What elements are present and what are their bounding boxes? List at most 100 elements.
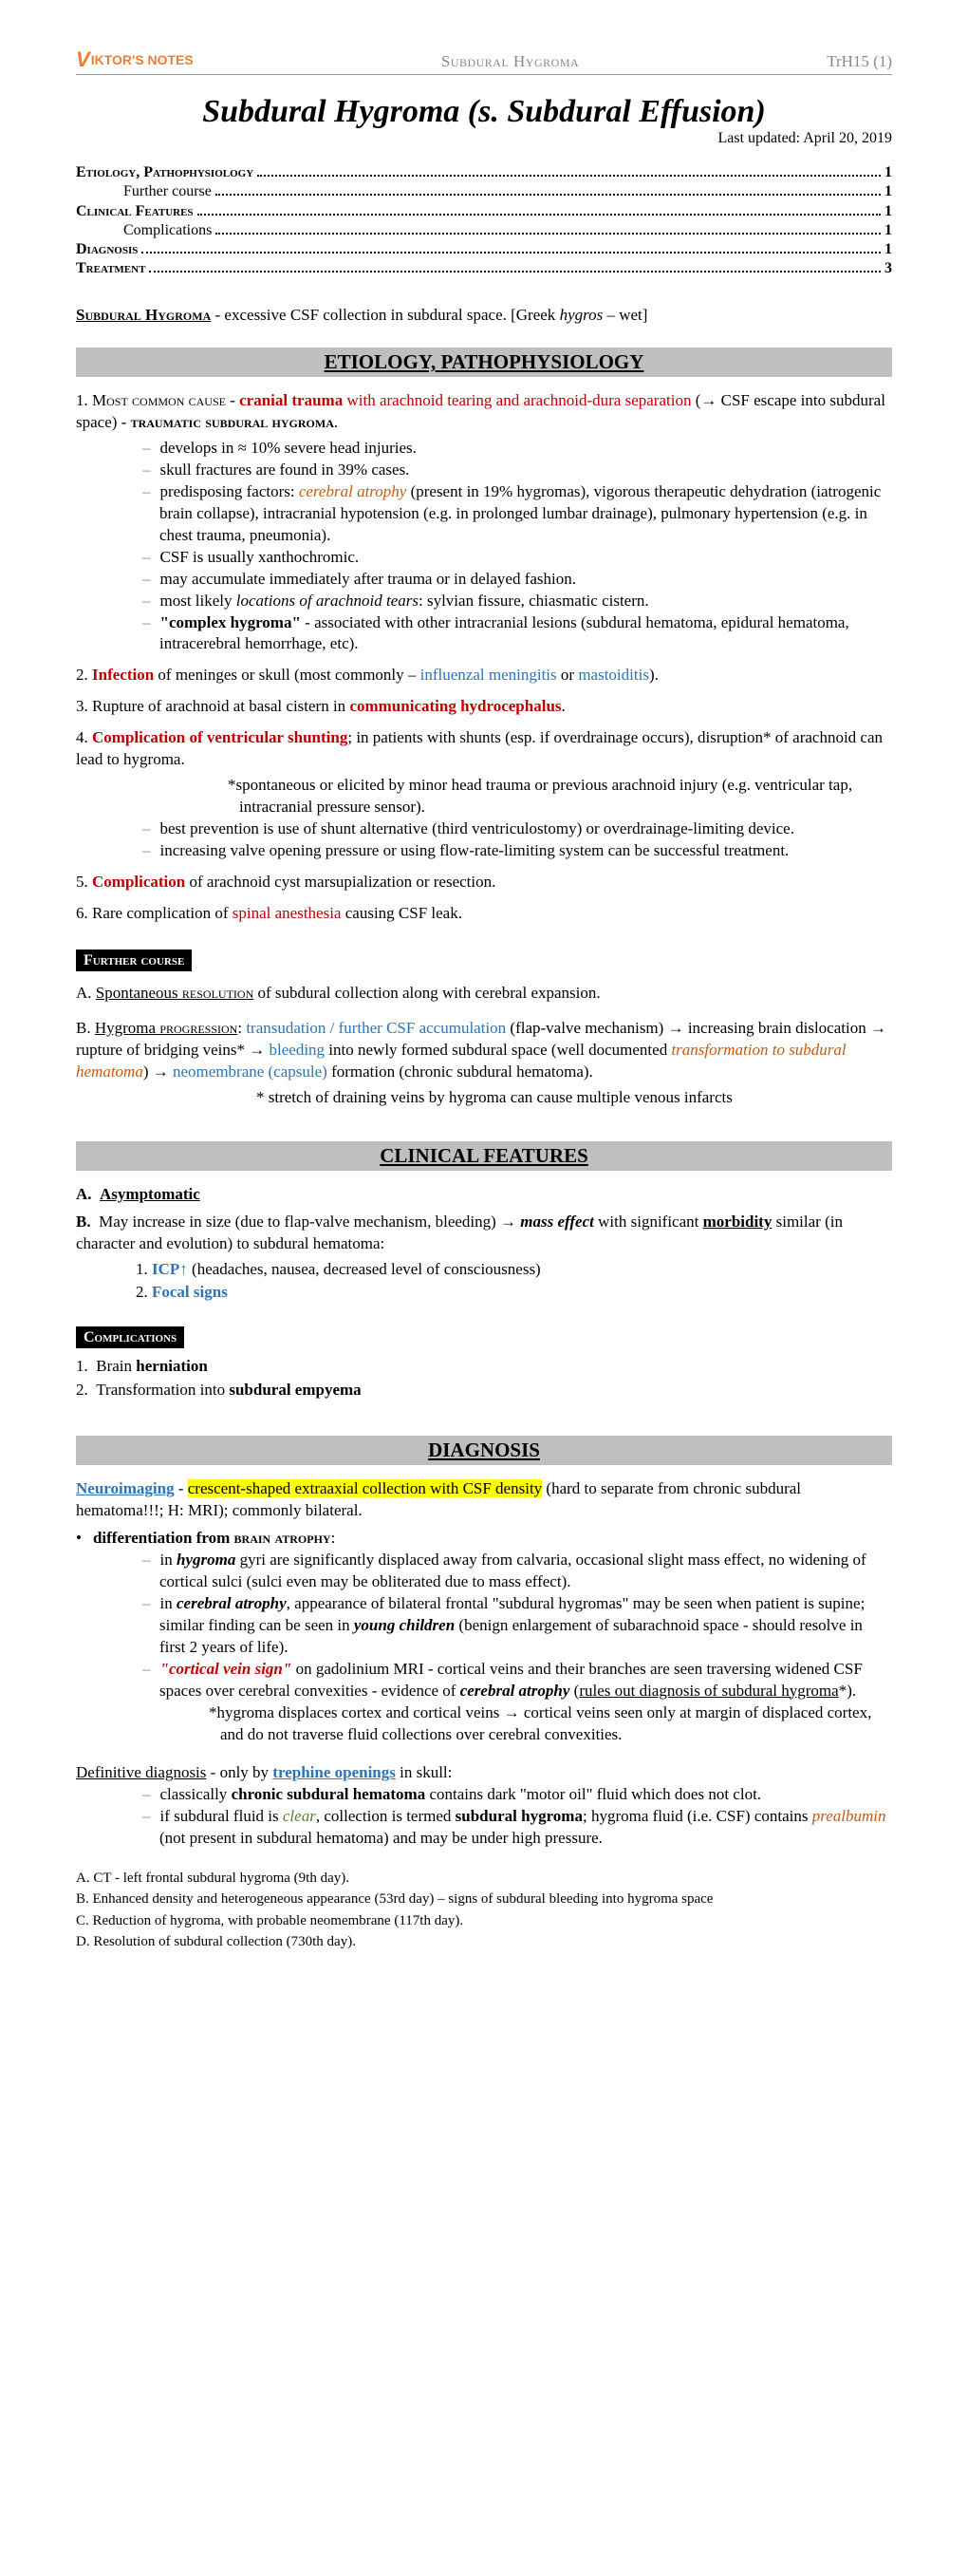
clinical-body: A. Asymptomatic B. May increase in size …	[76, 1184, 892, 1401]
toc-row[interactable]: Diagnosis1	[76, 241, 892, 258]
text: locations of arachnoid tears	[236, 592, 419, 610]
text-term: ICP↑	[152, 1260, 188, 1278]
intro-greek: hygros	[560, 306, 604, 324]
text: predisposing factors:	[160, 482, 299, 500]
text: *).	[839, 1682, 856, 1700]
text-link: transudation / further CSF accumulation	[246, 1019, 506, 1037]
text-link: bleeding	[270, 1041, 326, 1059]
section-etiology: ETIOLOGY, PATHOPHYSIOLOGY	[76, 348, 892, 377]
logo: V IKTOR'S NOTES	[76, 47, 194, 72]
text: in	[160, 1551, 177, 1569]
intro-definition: Subdural Hygroma - excessive CSF collect…	[76, 306, 892, 325]
list-item: 1. Brain herniation	[76, 1356, 892, 1378]
footnote: *spontaneous or elicited by minor head t…	[228, 775, 892, 818]
text: (headaches, nausea, decreased level of c…	[188, 1260, 541, 1278]
link-trephine[interactable]: trephine openings	[272, 1763, 396, 1781]
text: (not present in subdural hematoma) and m…	[159, 1829, 603, 1847]
text-emphasis: with arachnoid tearing and arachnoid-dur…	[343, 391, 691, 409]
text-emphasis: spinal anesthesia	[233, 904, 342, 922]
text-term: Asymptomatic	[100, 1185, 200, 1203]
document-title: Subdural Hygroma (s. Subdural Effusion)	[76, 94, 892, 130]
text: differentiation from	[93, 1529, 234, 1547]
text-emphasis: Infection	[92, 666, 154, 684]
list-item: 6. Rare complication of spinal anesthesi…	[76, 903, 892, 925]
list-item: 5. Complication of arachnoid cyst marsup…	[76, 872, 892, 893]
header-title: Subdural Hygroma	[441, 52, 579, 71]
bullet-item: differentiation from brain atrophy:	[76, 1528, 892, 1550]
paragraph: Definitive diagnosis - only by trephine …	[76, 1762, 892, 1784]
toc-label: Etiology, Pathophysiology	[76, 164, 253, 181]
header-pageref: TrH15 (1)	[827, 52, 892, 71]
text: Rare complication of	[92, 904, 233, 922]
text-link: mastoiditis	[578, 666, 649, 684]
text: causing CSF leak.	[341, 904, 462, 922]
list-item: B. Hygroma progression: transudation / f…	[76, 1018, 892, 1083]
list-item: 2. Transformation into subdural empyema	[76, 1380, 892, 1401]
list-item: 4. Complication of ventricular shunting;…	[76, 727, 892, 771]
text: Rupture of arachnoid at basal cistern in	[92, 697, 349, 715]
sub-item: develops in ≈ 10% severe head injuries.	[142, 438, 892, 460]
list-item: 2. Infection of meninges or skull (most …	[76, 665, 892, 686]
toc-label: Further course	[123, 183, 212, 200]
sub-item: "cortical vein sign" on gadolinium MRI -…	[142, 1659, 892, 1702]
toc-row[interactable]: Further course1	[76, 183, 892, 200]
text-term: cerebral atrophy	[177, 1594, 287, 1612]
text: (	[569, 1682, 579, 1700]
text: ; hygroma fluid (i.e. CSF) contains	[583, 1807, 812, 1825]
text: with significant	[594, 1213, 703, 1231]
caption: A. CT - left frontal subdural hygroma (9…	[76, 1869, 892, 1888]
text-term: Focal signs	[152, 1283, 228, 1301]
text: of meninges or skull (most commonly –	[154, 666, 419, 684]
list-item: B. May increase in size (due to flap-val…	[76, 1212, 892, 1255]
toc-label: Complications	[123, 222, 212, 239]
toc-row[interactable]: Complications1	[76, 222, 892, 239]
text: Hygroma	[95, 1019, 159, 1037]
text: Most common cause	[92, 391, 226, 409]
toc-row[interactable]: Clinical Features1	[76, 202, 892, 219]
page-header: V IKTOR'S NOTES Subdural Hygroma TrH15 (…	[76, 47, 892, 75]
text: .	[562, 697, 566, 715]
toc-leader	[215, 222, 881, 235]
text-emphasis: "cortical vein sign"	[160, 1660, 292, 1678]
text: classically	[160, 1785, 232, 1803]
list-item: 3. Rupture of arachnoid at basal cistern…	[76, 696, 892, 718]
toc-leader	[141, 241, 881, 254]
text: of arachnoid cyst marsupialization or re…	[185, 873, 495, 891]
text: formation (chronic subdural hematoma).	[327, 1062, 593, 1081]
list-item: 1. Most common cause - cranial trauma wi…	[76, 390, 892, 434]
text-emphasis: clear	[283, 1807, 316, 1825]
text: : sylvian fissure, chiasmatic cistern.	[419, 592, 649, 610]
link-neuroimaging[interactable]: Neuroimaging	[76, 1479, 175, 1497]
text-term: herniation	[136, 1357, 208, 1375]
sub-item: in cerebral atrophy, appearance of bilat…	[142, 1593, 892, 1659]
toc-page: 1	[884, 241, 892, 258]
subsection-further-course: Further course	[76, 950, 192, 972]
text-term: cerebral atrophy	[460, 1682, 570, 1700]
text-emphasis: Complication of ventricular shunting	[92, 728, 347, 746]
text-term: chronic subdural hematoma	[232, 1785, 426, 1803]
paragraph: Neuroimaging - crescent-shaped extraaxia…	[76, 1478, 892, 1522]
intro-term: Subdural Hygroma	[76, 306, 211, 324]
complications-list: 1. Brain herniation 2. Transformation in…	[76, 1356, 892, 1401]
list-item: Focal signs	[152, 1282, 892, 1304]
text: in	[160, 1594, 177, 1612]
toc-label: Treatment	[76, 260, 145, 277]
toc-leader	[197, 202, 881, 215]
text-term: young children	[354, 1616, 455, 1634]
toc-row[interactable]: Etiology, Pathophysiology1	[76, 164, 892, 181]
sub-item: skull fractures are found in 39% cases.	[142, 460, 892, 481]
footnote: *hygroma displaces cortex and cortical v…	[209, 1702, 892, 1746]
text: of subdural collection along with cerebr…	[253, 984, 600, 1002]
toc-leader	[149, 260, 881, 273]
text-term: subdural empyema	[229, 1381, 361, 1399]
text: -	[175, 1479, 188, 1497]
sub-item: may accumulate immediately after trauma …	[142, 569, 892, 591]
text: in skull:	[396, 1763, 453, 1781]
text: contains dark "motor oil" fluid which do…	[425, 1785, 761, 1803]
text: if subdural fluid is	[160, 1807, 283, 1825]
toc-row[interactable]: Treatment3	[76, 260, 892, 277]
text-emphasis: prealbumin	[812, 1807, 886, 1825]
intro-def: - excessive CSF collection in subdural s…	[211, 306, 559, 324]
text-term: morbidity	[703, 1213, 773, 1231]
text: Definitive diagnosis	[76, 1763, 206, 1781]
